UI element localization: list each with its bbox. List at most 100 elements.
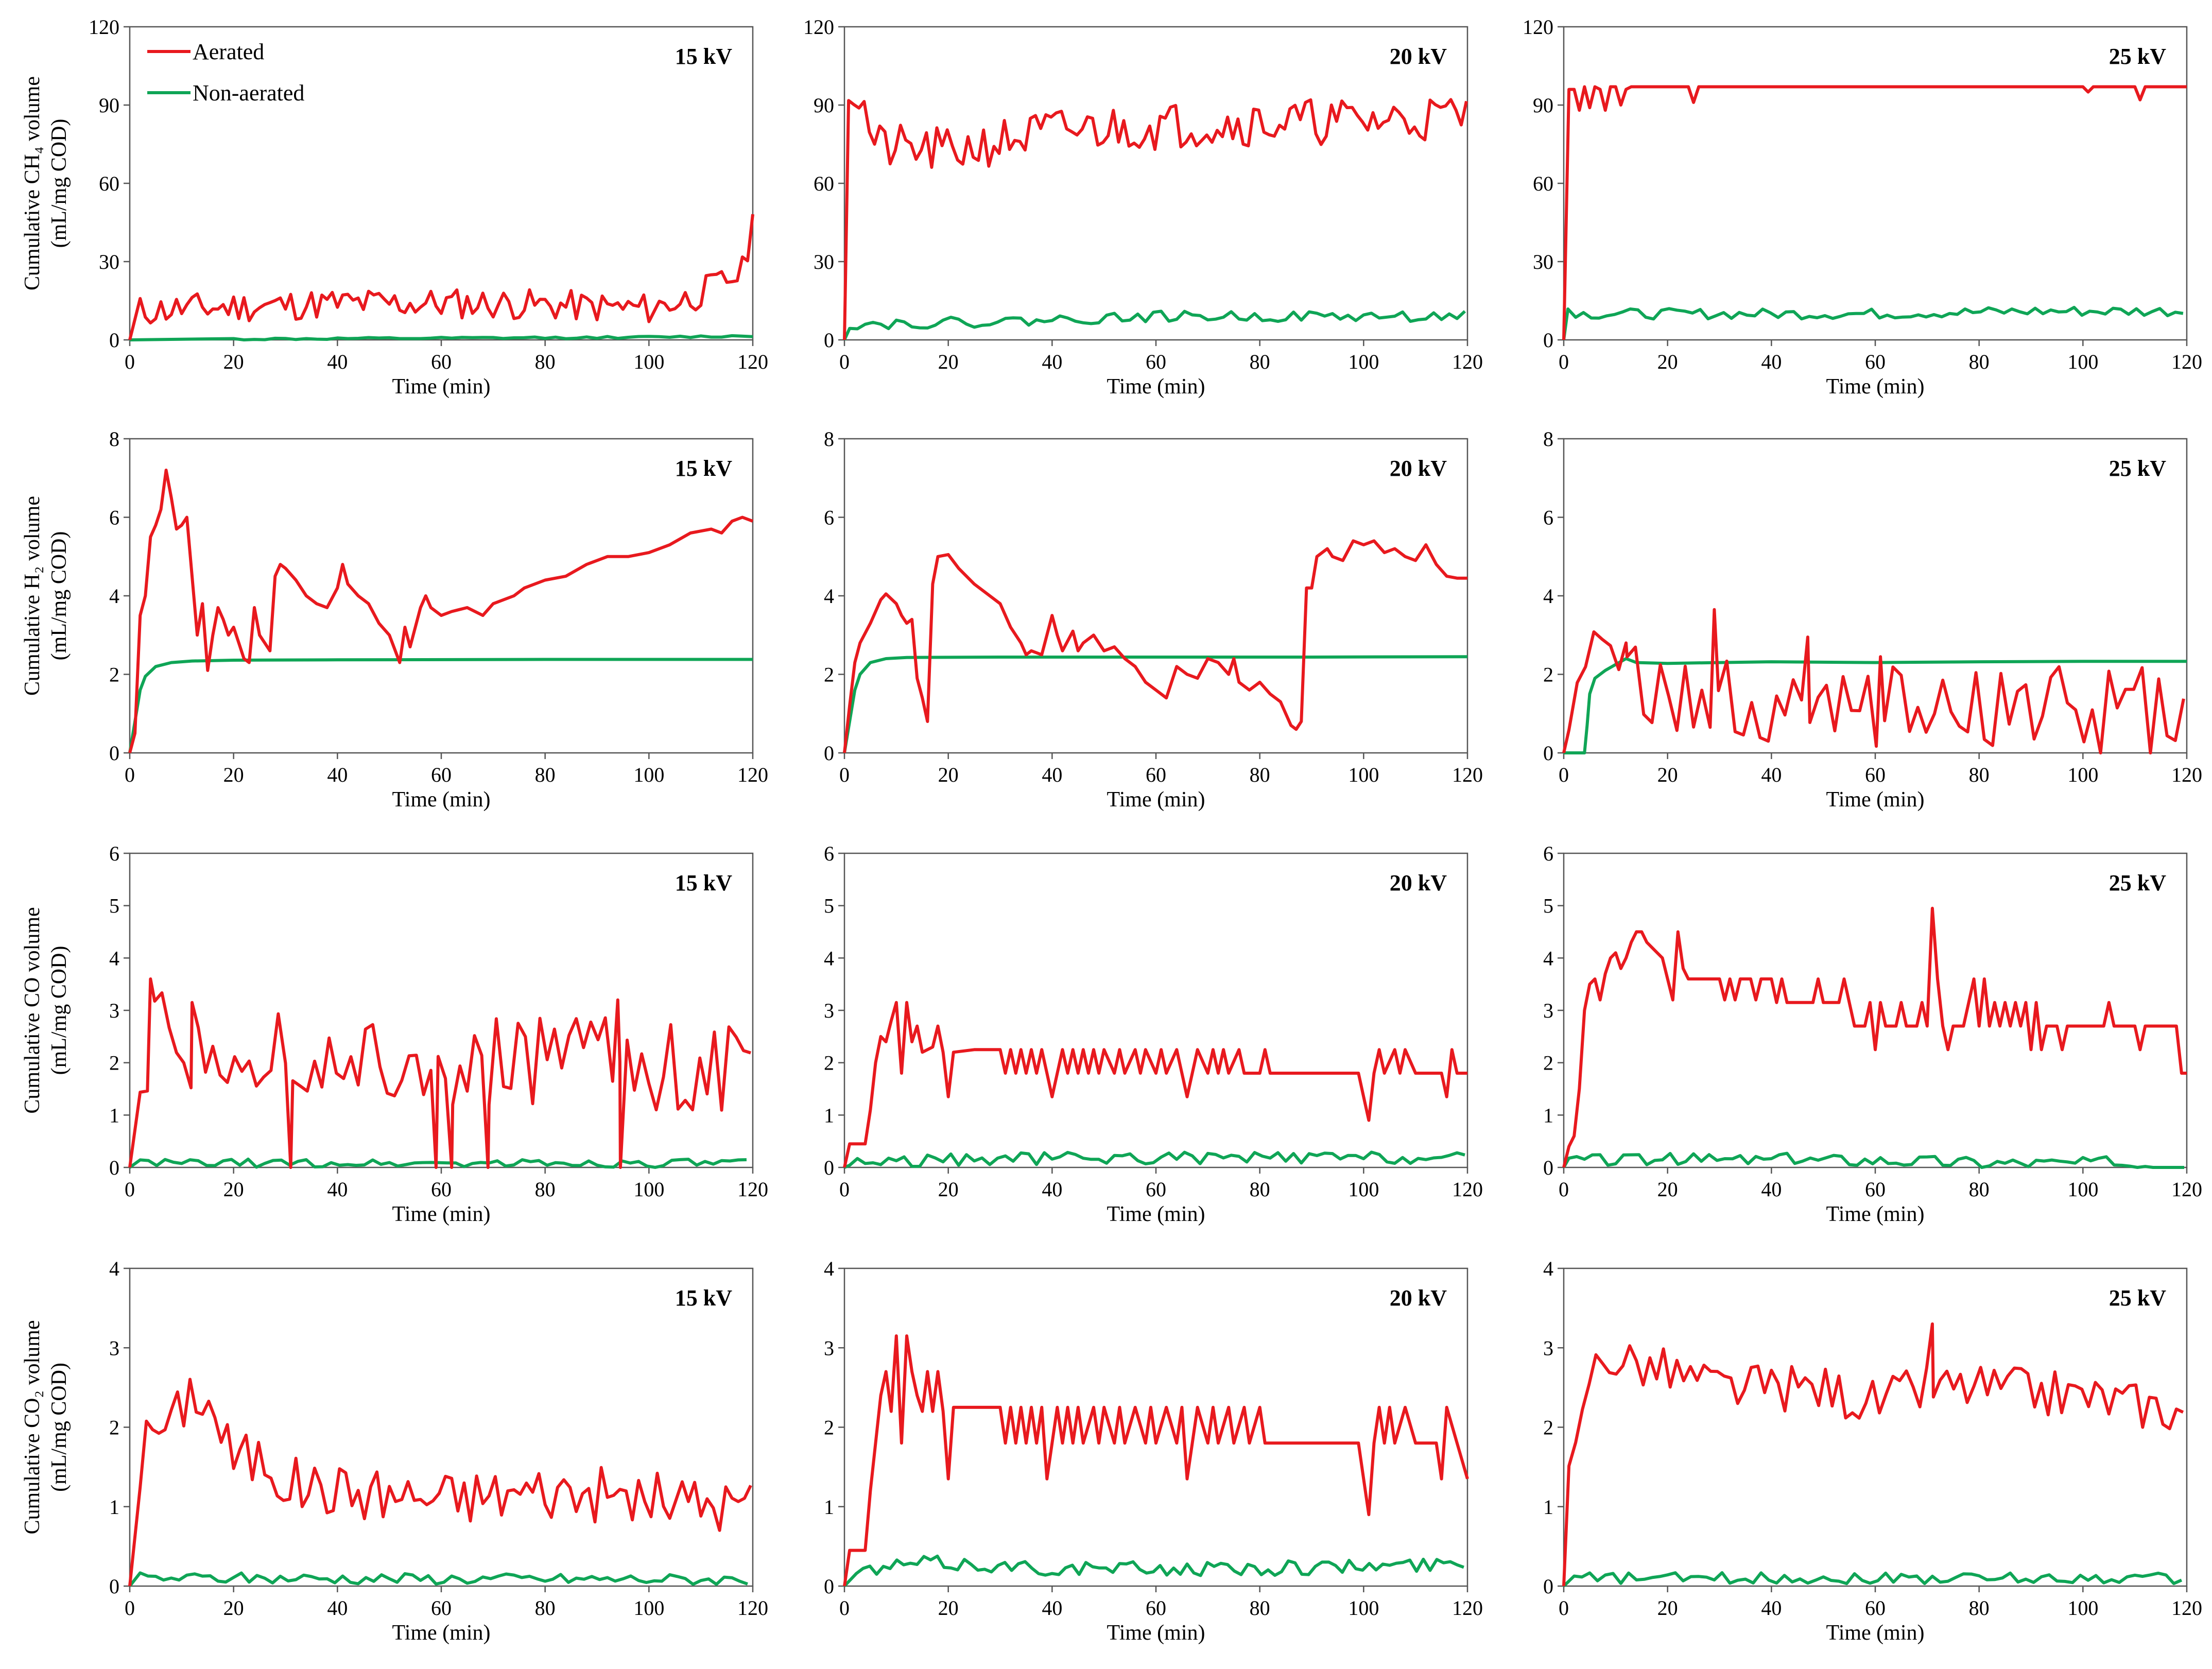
legend-label: Aerated [193, 39, 264, 64]
y-tick-label: 3 [109, 1336, 119, 1360]
y-tick-label: 0 [1543, 1156, 1553, 1179]
x-tick-label: 100 [1348, 350, 1379, 373]
x-tick-label: 120 [1452, 350, 1483, 373]
x-tick-label: 100 [633, 1178, 664, 1201]
y-axis-title-line: Cumulative CO₂ volume [21, 1320, 44, 1535]
x-tick-label: 40 [327, 1178, 348, 1201]
plot-frame [843, 1267, 1468, 1587]
y-tick-label: 30 [99, 250, 119, 273]
y-tick-label: 4 [109, 584, 119, 608]
non-aerated-series-line [129, 334, 753, 341]
plot-frame [843, 26, 1468, 341]
voltage-label: 25 kV [2109, 870, 2166, 896]
x-tick-label: 100 [1348, 763, 1379, 786]
voltage-label: 15 kV [675, 1285, 732, 1311]
y-tick-label: 4 [1543, 947, 1553, 970]
x-tick-label: 120 [2171, 1178, 2202, 1201]
y-tick-label: 1 [1543, 1495, 1553, 1519]
aerated-series-line [1562, 608, 2185, 754]
x-tick-label: 60 [431, 350, 452, 373]
x-tick-label: 40 [327, 1596, 348, 1620]
plot-frame [1563, 438, 2188, 754]
y-tick-label: 60 [1533, 172, 1553, 195]
x-tick-label: 40 [1761, 1596, 1782, 1620]
non-aerated-series-line [129, 1157, 747, 1169]
x-tick-label: 40 [1761, 1178, 1782, 1201]
x-tick-label: 80 [535, 1596, 556, 1620]
panel-0-1: 0 30 60 90 120 0 20 40 60 80 100 120 Time (min) 20 kV [803, 15, 1483, 399]
aerated-series-line [1562, 1322, 2184, 1587]
y-axis-title-line: Cumulative H₂ volume [21, 496, 44, 696]
x-tick-label: 60 [1146, 350, 1166, 373]
panel-0-0: 0 30 60 90 120 0 20 40 60 80 100 120 Time (min) Cumul… [21, 15, 768, 399]
x-tick-label: 120 [2171, 763, 2202, 786]
y-axis-title: Cumulative CH₄ volume (mL/mg COD) [21, 76, 71, 290]
y-tick-label: 2 [1543, 663, 1553, 686]
x-tick-label: 0 [125, 763, 135, 786]
x-tick-label: 60 [1865, 1596, 1886, 1620]
non-aerated-series-line [1562, 1571, 2183, 1588]
x-tick-label: 100 [2067, 350, 2098, 373]
x-tick-label: 60 [431, 1596, 452, 1620]
y-tick-label: 3 [1543, 1336, 1553, 1360]
voltage-label: 20 kV [1390, 870, 1447, 896]
aerated-series-line [843, 1001, 1467, 1168]
x-tick-label: 100 [2067, 763, 2098, 786]
x-tick-label: 80 [1250, 763, 1270, 786]
non-aerated-series-line [843, 1150, 1465, 1169]
x-tick-label: 40 [327, 763, 348, 786]
x-tick-label: 20 [938, 1596, 959, 1620]
x-tick-label: 100 [633, 763, 664, 786]
y-tick-label: 2 [109, 1052, 119, 1075]
y-axis-title-line: (mL/mg COD) [47, 946, 71, 1075]
y-tick-label: 3 [1543, 999, 1553, 1022]
x-tick-label: 60 [1865, 763, 1886, 786]
plot-frame [1563, 26, 2188, 341]
y-tick-label: 0 [824, 1156, 834, 1179]
x-tick-label: 80 [1250, 1178, 1270, 1201]
x-tick-label: 20 [938, 1178, 959, 1201]
y-tick-label: 4 [824, 584, 834, 608]
y-tick-label: 1 [824, 1104, 834, 1127]
x-tick-label: 120 [1452, 763, 1483, 786]
plot-frame [1563, 1267, 2188, 1587]
y-tick-label: 6 [109, 842, 119, 865]
x-tick-label: 60 [1146, 1596, 1166, 1620]
y-axis-title: Cumulative H₂ volume (mL/mg COD) [21, 496, 71, 696]
x-tick-label: 20 [223, 1596, 244, 1620]
y-tick-label: 1 [109, 1495, 119, 1519]
y-tick-label: 0 [109, 1156, 119, 1179]
x-tick-label: 120 [737, 350, 768, 373]
y-axis-title: Cumulative CO volume (mL/mg COD) [21, 907, 71, 1113]
x-tick-label: 100 [1348, 1596, 1379, 1620]
x-tick-label: 60 [1865, 1178, 1886, 1201]
x-tick-label: 100 [633, 1596, 664, 1620]
x-tick-label: 60 [1865, 350, 1886, 373]
y-tick-label: 8 [109, 427, 119, 451]
non-aerated-series-line [843, 655, 1468, 753]
y-tick-label: 0 [1543, 1575, 1553, 1598]
x-tick-label: 40 [1761, 763, 1782, 786]
y-tick-label: 2 [1543, 1052, 1553, 1075]
plot-frame [129, 438, 754, 754]
x-tick-label: 100 [1348, 1178, 1379, 1201]
plot-frame [129, 1267, 754, 1587]
voltage-label: 25 kV [2109, 1285, 2166, 1311]
x-tick-label: 0 [125, 1178, 135, 1201]
y-tick-label: 6 [109, 506, 119, 529]
x-tick-label: 0 [839, 763, 850, 786]
x-tick-label: 120 [737, 763, 768, 786]
non-aerated-series-line [843, 309, 1466, 341]
y-tick-label: 0 [1543, 329, 1553, 352]
aerated-series-line [128, 1378, 752, 1587]
x-tick-label: 80 [1969, 1596, 1990, 1620]
x-tick-label: 0 [839, 350, 850, 373]
voltage-label: 20 kV [1390, 44, 1447, 69]
x-tick-label: 120 [2171, 1596, 2202, 1620]
x-tick-label: 100 [2067, 1178, 2098, 1201]
